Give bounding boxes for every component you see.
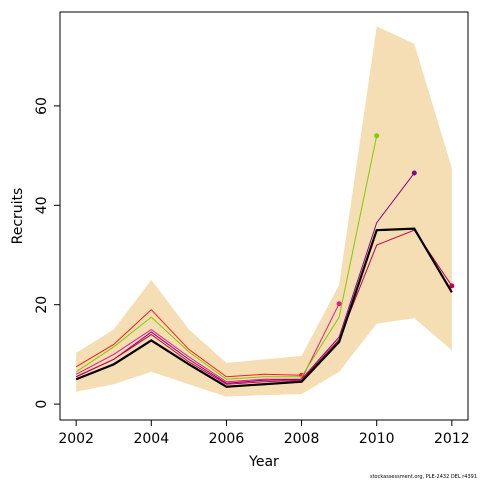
series-line — [75, 135, 378, 380]
series-line — [75, 227, 453, 388]
y-axis-label: Recruits — [10, 188, 26, 245]
end-point — [336, 301, 342, 307]
series-line — [75, 229, 453, 385]
x-tick-label: 2004 — [133, 431, 169, 447]
confidence-band — [76, 26, 452, 397]
y-tick-label: 60 — [34, 97, 50, 115]
footer: stockassessment.org, PLE-2432 DEL r4391 — [370, 474, 477, 480]
y-tick-label: 40 — [34, 196, 50, 214]
x-tick-label: 2002 — [58, 431, 94, 447]
plot-frame — [59, 11, 469, 421]
y-tick-label: 20 — [34, 296, 50, 314]
series-line — [75, 308, 302, 378]
series-line — [75, 172, 415, 384]
end-point — [374, 133, 380, 139]
x-tick-label: 2008 — [284, 431, 320, 447]
y-tick-label: 0 — [34, 400, 50, 409]
x-axis-label: Year — [248, 454, 279, 470]
end-point — [449, 283, 455, 289]
x-tick-label: 2012 — [434, 431, 470, 447]
x-tick-label: 2006 — [209, 431, 245, 447]
end-point — [411, 170, 417, 176]
x-tick-label: 2010 — [359, 431, 395, 447]
